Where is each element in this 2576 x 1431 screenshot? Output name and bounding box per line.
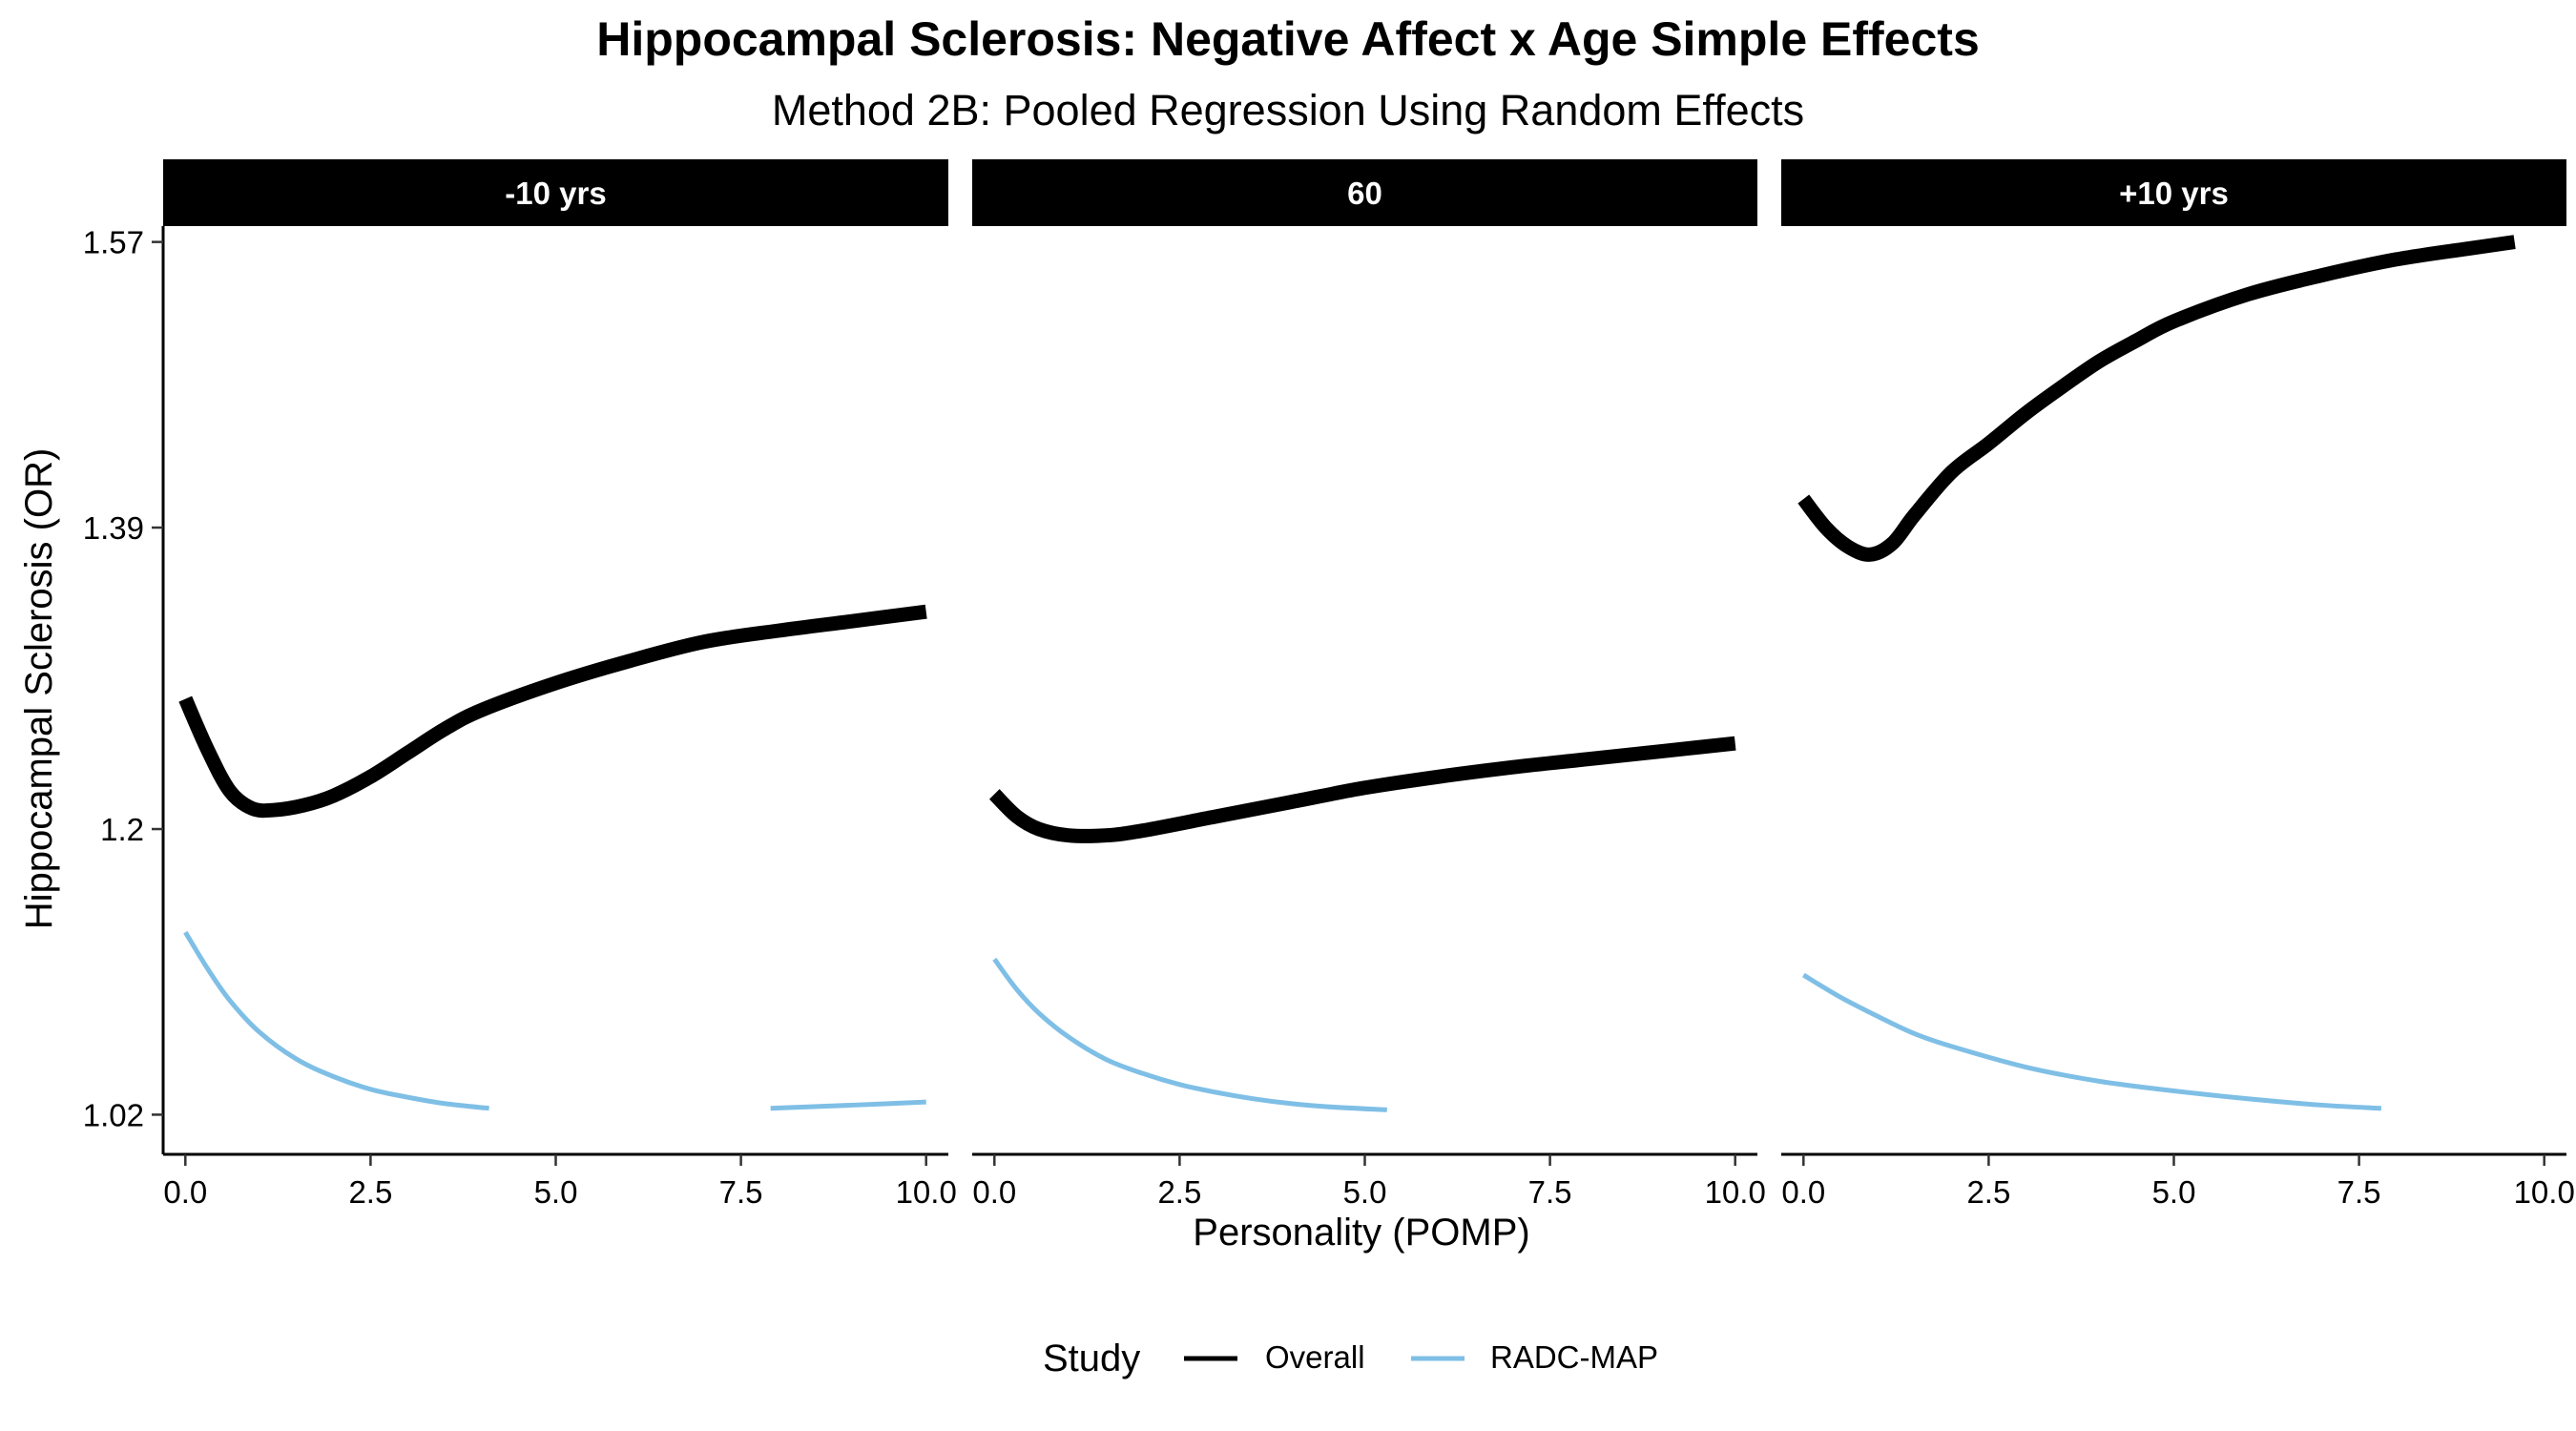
series-line-radc-map [1802,972,2382,1111]
x-axis-title: Personality (POMP) [1193,1212,1529,1254]
x-tick-label: 7.5 [2337,1174,2381,1210]
facet-label: 60 [1347,176,1382,211]
series-line-overall [178,604,927,819]
y-tick-label: 1.02 [83,1097,144,1132]
series-line-radc-map [992,957,1387,1112]
x-tick-label: 0.0 [972,1174,1016,1210]
x-tick-label: 5.0 [2152,1174,2196,1210]
x-tick-label: 5.0 [1343,1174,1387,1210]
y-tick-label: 1.39 [83,510,144,546]
panels: -10 yrs 0.0 2.5 5.0 7.5 10.0 1.02 1.2 1.39 1.57 60… [83,159,2575,1210]
y-tick-label: 1.57 [83,225,144,260]
series-line-overall [1797,235,2516,562]
legend-label-radc-map: RADC-MAP [1490,1339,1658,1375]
x-tick-label: 2.5 [1157,1174,1201,1210]
x-tick-label: 10.0 [896,1174,957,1210]
x-tick-label: 5.0 [534,1174,578,1210]
facet-label: +10 yrs [2119,176,2229,211]
y-axis-title: Hippocampal Sclerosis (OR) [18,448,60,930]
x-tick-label: 7.5 [1528,1174,1572,1210]
panel-1: -10 yrs 0.0 2.5 5.0 7.5 10.0 1.02 1.2 1.39 1.57 [83,159,957,1210]
facet-strip [972,159,1757,226]
facet-strip [1781,159,2566,226]
series-line-overall [988,736,1736,843]
series-line-radc-map [770,1099,926,1111]
x-tick-label: 2.5 [348,1174,392,1210]
x-tick-label: 10.0 [2514,1174,2575,1210]
y-tick-label: 1.2 [100,812,144,847]
chart-subtitle: Method 2B: Pooled Regression Using Rando… [772,86,1804,135]
legend-label-overall: Overall [1265,1339,1365,1375]
x-tick-label: 2.5 [1966,1174,2010,1210]
x-tick-label: 0.0 [1781,1174,1825,1210]
x-tick-label: 7.5 [719,1174,763,1210]
facet-label: -10 yrs [505,176,606,211]
x-tick-label: 10.0 [1705,1174,1766,1210]
chart-title: Hippocampal Sclerosis: Negative Affect x… [596,12,1980,66]
panel-2: 60 0.0 2.5 5.0 7.5 10.0 [972,159,1766,1210]
panel-3: +10 yrs 0.0 2.5 5.0 7.5 10.0 [1781,159,2575,1210]
facet-strip [163,159,948,226]
x-tick-label: 0.0 [163,1174,207,1210]
legend-title: Study [1043,1338,1140,1379]
legend: Study Overall RADC-MAP [1043,1338,1658,1379]
series-line-radc-map [183,930,489,1111]
